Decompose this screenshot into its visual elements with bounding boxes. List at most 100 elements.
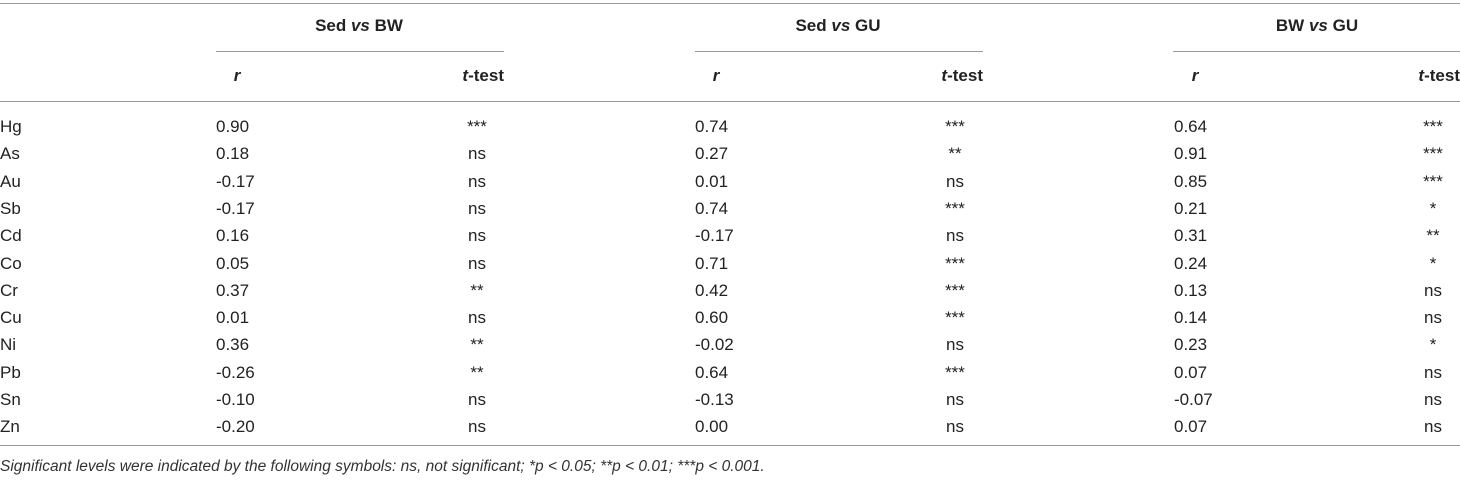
ttest-cell-bw-vs-gu: *** [1423, 117, 1443, 136]
ttest-cell-sed-vs-gu: ns [946, 226, 964, 246]
r-cell-bw-vs-gu: 0.91 [1174, 144, 1208, 164]
element-cell: Co [0, 253, 22, 273]
r-cell-bw-vs-gu: 0.23 [1174, 335, 1208, 355]
r-cell-sed-vs-bw: -0.26 [216, 362, 255, 382]
ttest-cell-sed-vs-bw: ns [468, 390, 486, 409]
ttest-cell-sed-vs-gu: *** [945, 280, 965, 300]
group-header-bw-vs-gu: BW vs GU [1275, 16, 1359, 35]
element-cell: Ni [0, 335, 17, 355]
ttest-cell-sed-vs-bw: ** [470, 335, 484, 355]
subheader-r-sed-vs-gu: r [712, 66, 720, 85]
r-cell-sed-vs-gu: 0.00 [695, 417, 729, 437]
element-cell: Cd [0, 226, 22, 246]
r-cell-sed-vs-gu: -0.13 [695, 390, 734, 409]
element-cell: Cr [0, 280, 18, 300]
group-header-sed-vs-gu: Sed vs GU [795, 16, 881, 35]
ttest-cell-sed-vs-gu: ns [946, 390, 964, 409]
r-cell-sed-vs-gu: 0.27 [695, 144, 729, 164]
ttest-cell-sed-vs-gu: *** [945, 117, 965, 136]
r-cell-sed-vs-gu: -0.17 [695, 226, 734, 246]
table-top-rule [0, 3, 1460, 4]
element-cell: As [0, 144, 20, 164]
ttest-cell-sed-vs-bw: ns [468, 226, 486, 246]
ttest-cell-bw-vs-gu: ns [1424, 280, 1442, 300]
r-cell-sed-vs-bw: 0.16 [216, 226, 250, 246]
r-cell-sed-vs-gu: 0.71 [695, 253, 729, 273]
r-cell-sed-vs-gu: 0.64 [695, 362, 729, 382]
subheader-r-sed-vs-bw: r [233, 66, 241, 85]
subheader-ttest-sed-vs-bw: t-test [462, 66, 504, 85]
ttest-cell-sed-vs-bw: ns [468, 253, 486, 273]
ttest-cell-sed-vs-bw: ns [468, 308, 486, 328]
element-cell: Sb [0, 198, 21, 218]
element-cell: Pb [0, 362, 21, 382]
table-bottom-rule [0, 445, 1460, 446]
ttest-cell-sed-vs-gu: *** [945, 253, 965, 273]
r-cell-sed-vs-gu: -0.02 [695, 335, 734, 355]
ttest-cell-sed-vs-gu: *** [945, 198, 965, 218]
r-cell-sed-vs-bw: -0.20 [216, 417, 255, 437]
ttest-cell-sed-vs-bw: *** [467, 117, 487, 136]
r-cell-sed-vs-gu: 0.74 [695, 198, 729, 218]
group-header-sed-vs-bw: Sed vs BW [315, 16, 403, 35]
ttest-cell-bw-vs-gu: ns [1424, 390, 1442, 409]
element-cell: Au [0, 171, 21, 191]
r-cell-bw-vs-gu: 0.24 [1174, 253, 1208, 273]
ttest-cell-sed-vs-bw: ns [468, 198, 486, 218]
r-cell-bw-vs-gu: 0.31 [1174, 226, 1208, 246]
ttest-cell-bw-vs-gu: ns [1424, 417, 1442, 437]
header-bottom-rule [0, 101, 1460, 102]
r-cell-bw-vs-gu: 0.07 [1174, 417, 1208, 437]
ttest-cell-bw-vs-gu: ns [1424, 308, 1442, 328]
ttest-cell-sed-vs-gu: ns [946, 171, 964, 191]
r-cell-sed-vs-bw: -0.10 [216, 390, 255, 409]
r-cell-sed-vs-bw: -0.17 [216, 171, 255, 191]
r-cell-sed-vs-bw: 0.18 [216, 144, 250, 164]
r-cell-bw-vs-gu: 0.21 [1174, 198, 1208, 218]
ttest-cell-sed-vs-bw: ns [468, 171, 486, 191]
group-underline-bw-vs-gu [1173, 51, 1460, 52]
ttest-cell-sed-vs-bw: ** [470, 362, 484, 382]
ttest-cell-bw-vs-gu: * [1429, 253, 1437, 273]
group-underline-sed-vs-gu [695, 51, 983, 52]
ttest-cell-sed-vs-gu: *** [945, 362, 965, 382]
ttest-cell-sed-vs-bw: ns [468, 417, 486, 437]
ttest-cell-sed-vs-gu: ns [946, 335, 964, 355]
ttest-cell-bw-vs-gu: *** [1423, 171, 1443, 191]
table-footnote: Significant levels were indicated by the… [0, 458, 765, 475]
r-cell-bw-vs-gu: 0.64 [1174, 117, 1208, 136]
r-cell-sed-vs-bw: 0.01 [216, 308, 250, 328]
subheader-ttest-bw-vs-gu: t-test [1418, 66, 1460, 85]
ttest-cell-bw-vs-gu: ns [1424, 362, 1442, 382]
r-cell-sed-vs-bw: 0.37 [216, 280, 250, 300]
ttest-cell-sed-vs-gu: *** [945, 308, 965, 328]
element-cell: Hg [0, 117, 22, 136]
r-cell-bw-vs-gu: 0.14 [1174, 308, 1208, 328]
r-cell-bw-vs-gu: 0.13 [1174, 280, 1208, 300]
ttest-cell-sed-vs-bw: ns [468, 144, 486, 164]
r-cell-sed-vs-bw: 0.36 [216, 335, 250, 355]
r-cell-sed-vs-bw: -0.17 [216, 198, 255, 218]
element-cell: Zn [0, 417, 20, 437]
r-cell-sed-vs-gu: 0.01 [695, 171, 729, 191]
r-cell-bw-vs-gu: 0.85 [1174, 171, 1208, 191]
ttest-cell-sed-vs-bw: ** [470, 280, 484, 300]
r-cell-sed-vs-bw: 0.05 [216, 253, 250, 273]
group-underline-sed-vs-bw [216, 51, 504, 52]
ttest-cell-bw-vs-gu: ** [1426, 226, 1440, 246]
r-cell-sed-vs-bw: 0.90 [216, 117, 250, 136]
element-cell: Sn [0, 390, 21, 409]
r-cell-sed-vs-gu: 0.74 [695, 117, 729, 136]
subheader-ttest-sed-vs-gu: t-test [941, 66, 983, 85]
ttest-cell-bw-vs-gu: *** [1423, 144, 1443, 164]
element-cell: Cu [0, 308, 22, 328]
ttest-cell-bw-vs-gu: * [1429, 335, 1437, 355]
r-cell-bw-vs-gu: -0.07 [1174, 390, 1213, 409]
ttest-cell-bw-vs-gu: * [1429, 198, 1437, 218]
r-cell-sed-vs-gu: 0.60 [695, 308, 729, 328]
r-cell-sed-vs-gu: 0.42 [695, 280, 729, 300]
ttest-cell-sed-vs-gu: ns [946, 417, 964, 437]
ttest-cell-sed-vs-gu: ** [948, 144, 962, 164]
subheader-r-bw-vs-gu: r [1191, 66, 1199, 85]
